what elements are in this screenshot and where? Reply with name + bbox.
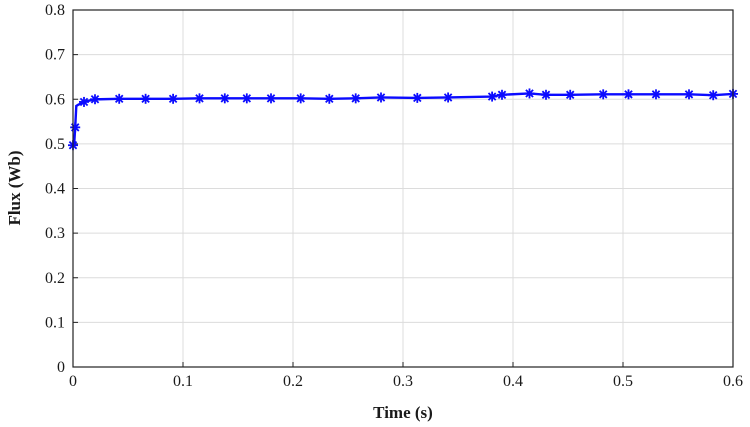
data-point-marker — [684, 89, 694, 100]
data-point-marker — [623, 89, 634, 100]
plot-frame — [72, 9, 734, 368]
data-point-marker — [266, 93, 276, 104]
x-tick-label: 0.2 — [283, 373, 303, 390]
data-point-marker — [708, 90, 719, 101]
data-point-marker — [168, 93, 179, 104]
data-point-marker — [497, 89, 507, 100]
y-tick-label: 0.5 — [45, 136, 65, 153]
y-tick-label: 0.1 — [45, 314, 65, 331]
y-tick-label: 0 — [57, 359, 65, 376]
x-tick-label: 0 — [69, 373, 77, 390]
x-tick-label: 0.1 — [173, 373, 193, 390]
x-tick-label: 0.5 — [613, 373, 633, 390]
data-point-marker — [90, 94, 100, 105]
grid-lines — [73, 10, 733, 367]
marker-layer — [68, 88, 738, 151]
y-tick-label: 0.6 — [45, 91, 65, 108]
data-point-marker — [114, 93, 125, 104]
x-tick-label: 0.3 — [393, 373, 413, 390]
data-point-marker — [70, 122, 81, 133]
data-point-marker — [541, 89, 551, 100]
data-point-marker — [376, 92, 386, 103]
data-point-marker — [295, 93, 306, 104]
y-tick-label: 0.3 — [45, 225, 65, 242]
y-tick-label: 0.7 — [45, 47, 65, 64]
data-point-marker — [565, 89, 576, 100]
data-point-marker — [443, 92, 454, 103]
data-point-marker — [324, 93, 335, 104]
data-point-marker — [140, 93, 151, 104]
data-point-marker — [598, 89, 609, 100]
data-point-marker — [651, 89, 661, 100]
data-point-marker — [194, 93, 205, 104]
x-tick-label: 0.4 — [503, 373, 523, 390]
axis-ticks: 0 0.1 0.2 0.3 0.4 0.5 0.6 0 0.1 0.2 0.3 0.4 0.5 0.6 0.… — [45, 2, 743, 390]
data-point-marker — [487, 91, 498, 102]
data-point-marker — [79, 96, 89, 107]
y-axis-label: Flux (Wb) — [5, 150, 24, 225]
data-point-marker — [241, 93, 252, 104]
data-point-marker — [412, 92, 423, 103]
y-tick-label: 0.8 — [45, 2, 65, 19]
data-point-marker — [350, 93, 361, 104]
x-tick-label: 0.6 — [723, 373, 743, 390]
y-tick-label: 0.2 — [45, 270, 65, 287]
x-axis-label: Time (s) — [373, 403, 433, 422]
data-point-marker — [524, 88, 535, 99]
y-tick-label: 0.4 — [45, 181, 65, 198]
data-point-marker — [219, 93, 230, 104]
